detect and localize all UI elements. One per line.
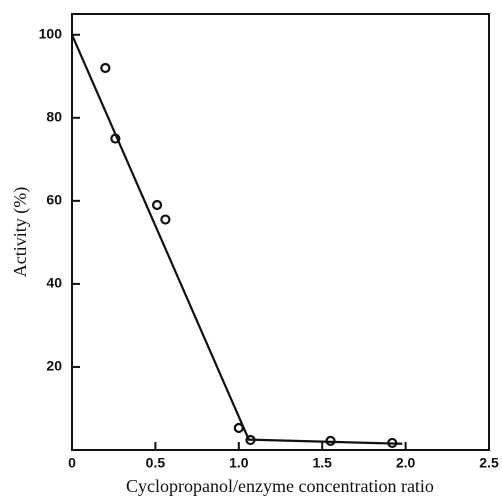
y-tick-label: 60 — [46, 192, 62, 208]
y-tick-label: 80 — [46, 109, 62, 125]
data-point — [100, 62, 111, 74]
y-axis-label: Activity (%) — [10, 187, 31, 277]
fit-line — [70, 34, 403, 445]
data-point — [151, 199, 163, 211]
data-point — [160, 214, 171, 225]
x-tick-label: 2.5 — [479, 455, 499, 471]
y-tick-label: 20 — [46, 358, 62, 374]
x-tick-label: 1.5 — [312, 455, 332, 471]
y-tick-label: 100 — [39, 25, 63, 41]
plot-frame — [71, 13, 490, 451]
x-tick-label: 0.5 — [146, 455, 166, 471]
x-tick-label: 1.0 — [229, 455, 249, 471]
x-tick-label: 2.0 — [396, 455, 416, 471]
x-tick-label: 0 — [68, 455, 76, 471]
x-axis-label: Cyclopropanol/enzyme concentration ratio — [126, 476, 434, 496]
y-tick-label: 40 — [46, 275, 62, 291]
